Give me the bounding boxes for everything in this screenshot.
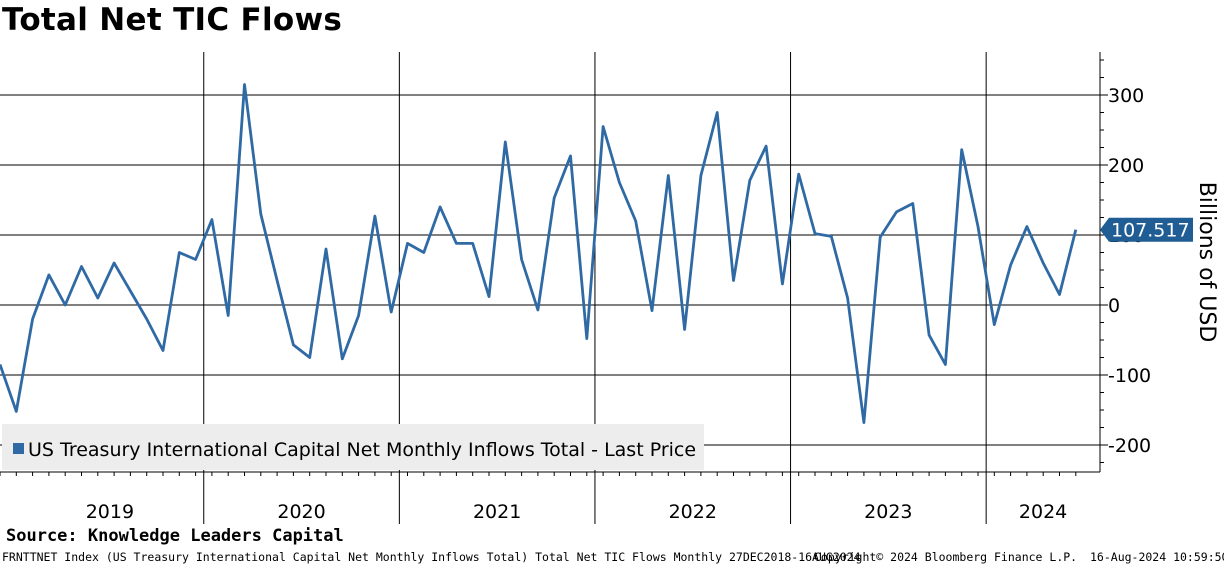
- x-tick-label: 2021: [473, 501, 521, 523]
- y-tick-label: 300: [1108, 85, 1144, 107]
- footer-description: FRNTTNET Index (US Treasury Internationa…: [2, 550, 861, 564]
- footer-copyright: Copyright© 2024 Bloomberg Finance L.P.: [814, 550, 1078, 564]
- x-tick-label: 2022: [669, 501, 717, 523]
- y-tick-label: -100: [1108, 365, 1151, 387]
- y-axis: -200-1000100200300: [0, 52, 1151, 476]
- y-tick-label: -200: [1108, 435, 1151, 457]
- y-tick-label: 200: [1108, 155, 1144, 177]
- y-tick-label: 0: [1108, 295, 1120, 317]
- x-axis: 2019 2020 2021 2022 2023 2024: [86, 501, 1068, 523]
- x-tick-label: 2019: [86, 501, 134, 523]
- legend-background: [2, 424, 704, 470]
- footer-timestamp: 16-Aug-2024 10:59:50: [1090, 550, 1224, 564]
- y-axis-label: Billions of USD: [1194, 182, 1219, 343]
- series-layer: [0, 83, 1078, 424]
- source-note: Source: Knowledge Leaders Capital: [6, 526, 344, 546]
- grid: [0, 52, 1100, 524]
- x-tick-label: 2020: [277, 501, 325, 523]
- legend-swatch: [13, 443, 24, 454]
- last-price-tag: 107.517: [1100, 217, 1193, 242]
- x-tick-label: 2023: [864, 501, 912, 523]
- x-tick-label: 2024: [1019, 501, 1067, 523]
- legend: US Treasury International Capital Net Mo…: [2, 424, 704, 470]
- last-price-tag-shape: [1100, 217, 1193, 242]
- chart-title: Total Net TIC Flows: [2, 2, 343, 38]
- last-price-value: 107.517: [1111, 220, 1190, 242]
- series-line: [0, 83, 1078, 424]
- legend-label: US Treasury International Capital Net Mo…: [28, 439, 696, 461]
